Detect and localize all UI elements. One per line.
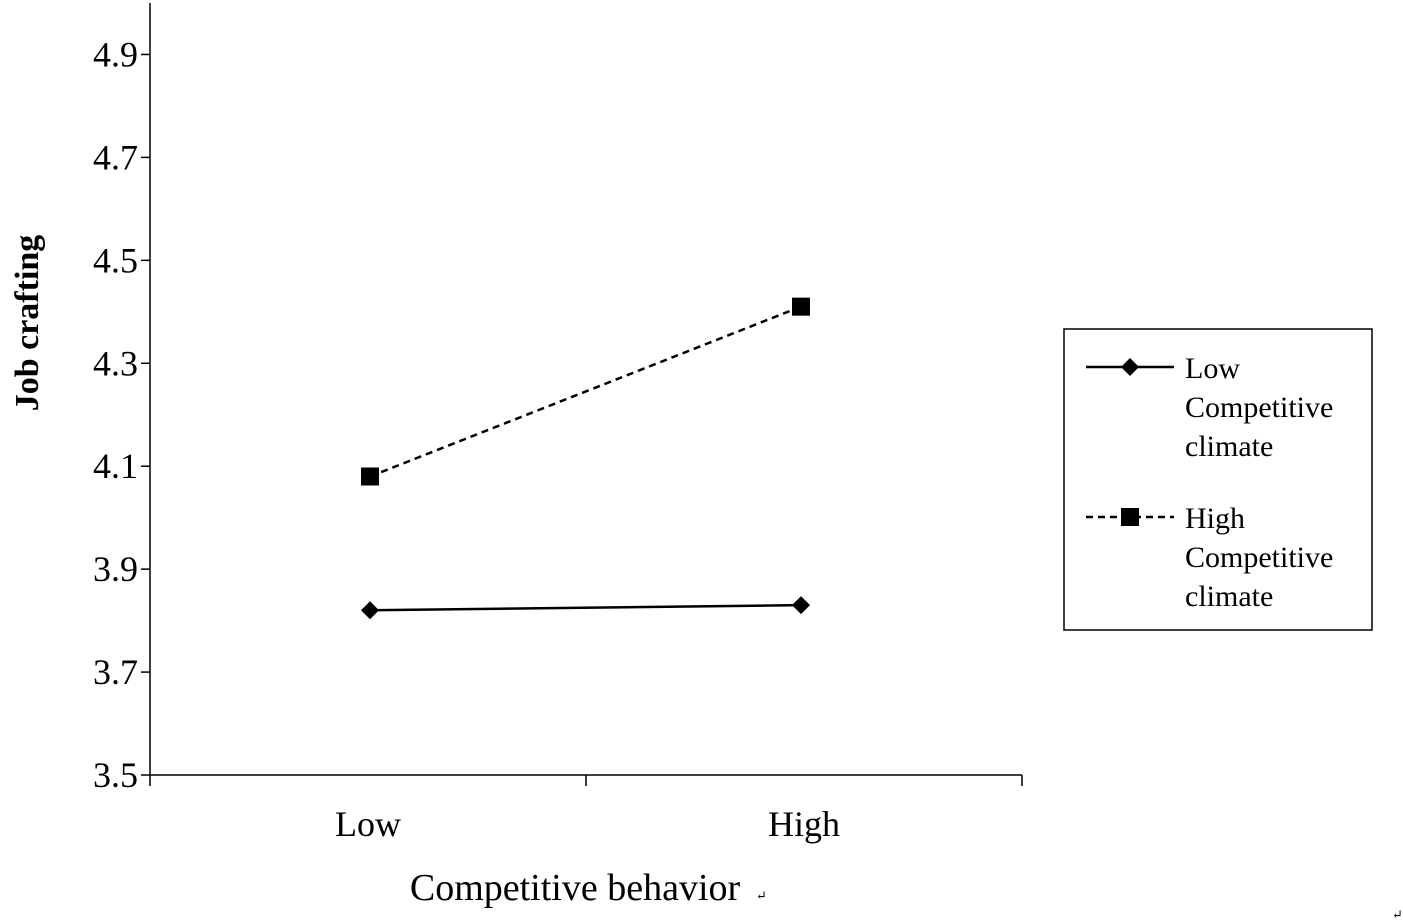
legend-entry: High Competitive climate — [1086, 502, 1333, 613]
y-tick-label: 3.9 — [93, 549, 138, 589]
y-tick-label: 4.5 — [93, 240, 138, 280]
legend-label: High — [1185, 502, 1245, 535]
square-marker — [361, 467, 379, 486]
diamond-marker — [361, 601, 379, 620]
series-low-competitive-climate — [361, 596, 810, 620]
y-axis-title: Job crafting — [9, 235, 46, 412]
y-tick-label: 4.1 — [93, 446, 138, 486]
paragraph-mark: ↵ — [756, 888, 767, 903]
legend-label: Low — [1185, 352, 1240, 385]
square-marker — [792, 297, 810, 316]
plot-series — [361, 297, 810, 620]
legend-square-marker — [1121, 508, 1139, 526]
x-axis-title: Competitive behavior — [410, 867, 741, 909]
legend-diamond-marker — [1121, 358, 1139, 376]
legend-entry: Low Competitive climate — [1086, 352, 1333, 463]
y-tick-label: 3.7 — [93, 652, 138, 692]
legend-box — [1063, 328, 1373, 631]
x-tick-label: Low — [335, 804, 401, 844]
axes — [149, 3, 1022, 776]
y-axis-ticks: 3.5 3.7 3.9 4.1 4.3 4.5 4.7 4.9 — [93, 34, 150, 795]
legend-label: Competitive — [1185, 541, 1333, 574]
y-tick-label: 4.9 — [93, 34, 138, 74]
series-line — [369, 603, 802, 612]
diamond-marker — [792, 596, 810, 615]
legend-label: Competitive — [1185, 391, 1333, 424]
legend-label: climate — [1185, 580, 1273, 613]
x-tick-label: High — [768, 804, 840, 844]
legend: Low Competitive climate High Competitive clim… — [1063, 328, 1373, 631]
x-axis-ticks: Low High — [149, 775, 1023, 844]
series-line — [369, 305, 802, 478]
y-tick-label: 3.5 — [93, 755, 138, 795]
y-tick-label: 4.3 — [93, 343, 138, 383]
series-high-competitive-climate — [361, 297, 810, 486]
y-tick-label: 4.7 — [93, 137, 138, 177]
legend-label: climate — [1185, 430, 1273, 463]
paragraph-mark-corner: ↵ — [1392, 907, 1403, 922]
